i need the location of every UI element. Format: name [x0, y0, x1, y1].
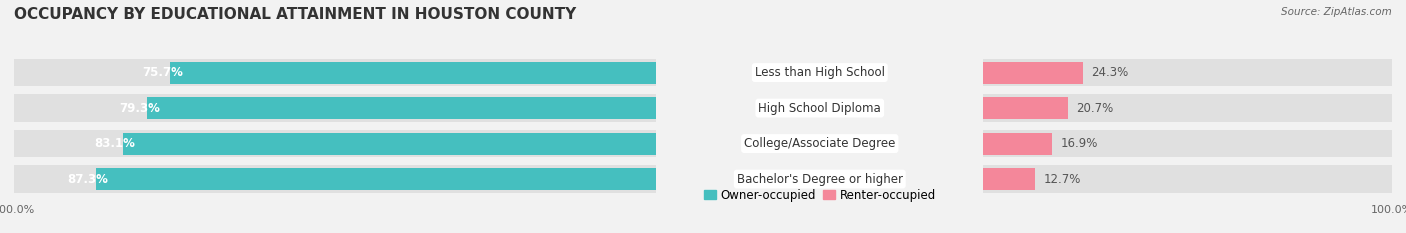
Text: Bachelor's Degree or higher: Bachelor's Degree or higher	[737, 173, 903, 185]
Text: Less than High School: Less than High School	[755, 66, 884, 79]
Bar	[14, 130, 657, 158]
Bar	[122, 133, 657, 154]
Text: College/Associate Degree: College/Associate Degree	[744, 137, 896, 150]
Bar	[983, 94, 1392, 122]
Bar	[983, 97, 1067, 119]
Bar	[983, 133, 1052, 154]
Text: High School Diploma: High School Diploma	[758, 102, 882, 115]
Text: OCCUPANCY BY EDUCATIONAL ATTAINMENT IN HOUSTON COUNTY: OCCUPANCY BY EDUCATIONAL ATTAINMENT IN H…	[14, 7, 576, 22]
Text: Source: ZipAtlas.com: Source: ZipAtlas.com	[1281, 7, 1392, 17]
Text: 12.7%: 12.7%	[1043, 173, 1081, 185]
Text: 83.1%: 83.1%	[94, 137, 135, 150]
Text: 20.7%: 20.7%	[1076, 102, 1114, 115]
Bar	[983, 165, 1392, 193]
Bar	[148, 97, 657, 119]
Text: 87.3%: 87.3%	[67, 173, 108, 185]
Bar	[14, 59, 657, 86]
Bar	[14, 94, 657, 122]
Bar	[983, 62, 1083, 84]
Text: 24.3%: 24.3%	[1091, 66, 1128, 79]
Text: 75.7%: 75.7%	[142, 66, 183, 79]
Bar	[96, 168, 657, 190]
Text: 79.3%: 79.3%	[120, 102, 160, 115]
Bar	[170, 62, 657, 84]
Bar	[983, 59, 1392, 86]
Bar	[14, 165, 657, 193]
Bar	[983, 130, 1392, 158]
Bar	[983, 168, 1035, 190]
Legend: Owner-occupied, Renter-occupied: Owner-occupied, Renter-occupied	[699, 184, 941, 206]
Text: 16.9%: 16.9%	[1060, 137, 1098, 150]
